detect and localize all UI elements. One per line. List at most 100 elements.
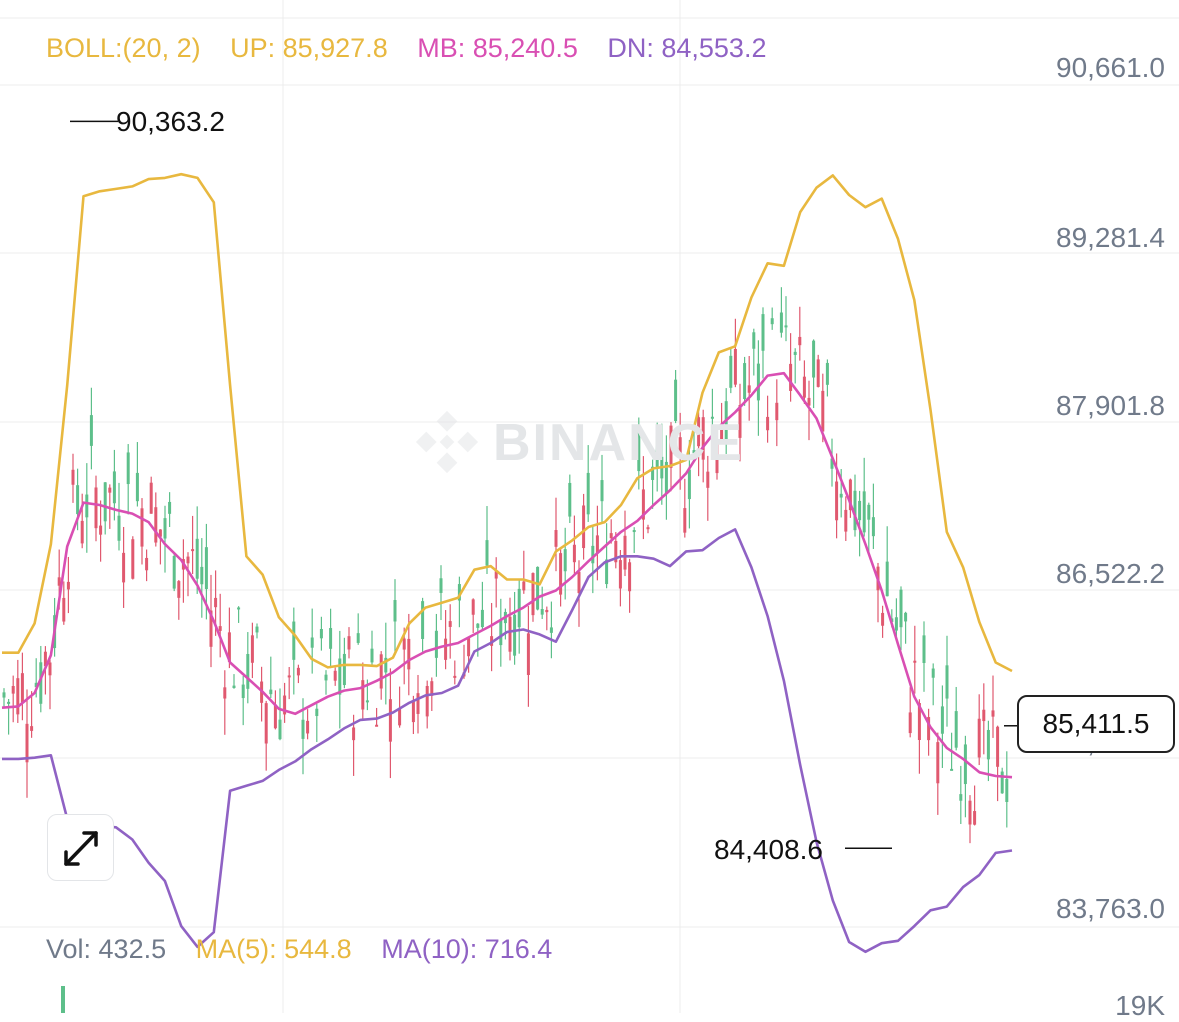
candle-body	[232, 685, 236, 688]
candle-body	[545, 609, 549, 613]
candle-body	[163, 518, 167, 539]
candle-body	[641, 489, 645, 520]
candle-body	[269, 689, 273, 695]
candle-body	[66, 581, 70, 590]
candle-body	[200, 566, 204, 585]
candle-body	[715, 440, 719, 474]
candle-body	[899, 589, 903, 628]
candle-body	[536, 566, 540, 610]
candle-body	[39, 662, 43, 704]
candle-body	[117, 515, 121, 541]
candle-body	[1000, 771, 1004, 794]
candle-body	[973, 811, 977, 825]
expand-icon	[64, 831, 98, 866]
candle-body	[986, 729, 990, 760]
candle-body	[508, 616, 512, 652]
expand-button[interactable]	[47, 814, 114, 881]
y-tick-label: 90,661.0	[1056, 52, 1165, 83]
candle-body	[7, 701, 11, 704]
volume-bar	[61, 986, 65, 1013]
candle-body	[632, 530, 636, 533]
candle-body	[448, 621, 452, 627]
candle-body	[618, 560, 622, 589]
candle-body	[628, 562, 632, 592]
y-tick-label: 86,522.2	[1056, 558, 1165, 589]
candle-body	[122, 552, 126, 583]
candle-body	[168, 501, 172, 514]
candle-body	[2, 692, 6, 698]
candle-body	[149, 482, 153, 514]
candle-body	[775, 402, 779, 421]
candle-body	[379, 654, 383, 689]
candle-body	[743, 363, 747, 400]
candle-body	[871, 517, 875, 537]
candle-body	[356, 633, 360, 643]
candle-body	[747, 385, 751, 393]
middle-band-line	[1, 371, 1013, 779]
candle-body	[250, 635, 254, 663]
y-tick-label: 83,763.0	[1056, 893, 1165, 924]
candle-body	[609, 533, 613, 539]
candle-body	[867, 504, 871, 520]
annotation-lines	[70, 120, 1017, 849]
candle-body	[917, 703, 921, 740]
candle-body	[439, 578, 443, 593]
candle-body	[264, 703, 268, 744]
candle-body	[600, 480, 604, 502]
candle-body	[816, 359, 820, 387]
candle-body	[94, 487, 98, 529]
candle-body	[347, 636, 351, 650]
candle-body	[733, 349, 737, 385]
candle-body	[425, 685, 429, 717]
candle-body	[16, 678, 20, 715]
boll-label: BOLL:(20, 2)	[46, 33, 201, 63]
candle-body	[770, 318, 774, 325]
candle-body	[352, 727, 356, 741]
candle-body	[315, 708, 319, 717]
candle-body	[25, 723, 29, 763]
candle-body	[444, 638, 448, 660]
candle-body	[333, 670, 337, 681]
candle-body	[936, 742, 940, 784]
candle-body	[283, 695, 287, 715]
candle-body	[246, 653, 250, 689]
candle-body	[830, 458, 834, 469]
volume-axis-label: 19K	[1115, 990, 1165, 1021]
boll-mb-value: MB: 85,240.5	[417, 33, 578, 63]
candle-body	[540, 609, 544, 615]
candle-body	[959, 794, 963, 801]
candle-body	[393, 600, 397, 622]
high-price-annotation: 90,363.2	[116, 106, 225, 137]
candle-body	[706, 471, 710, 488]
candle-body	[950, 768, 954, 771]
candle-body	[319, 628, 323, 639]
candle-body	[940, 706, 944, 734]
candle-body	[862, 491, 866, 533]
candle-body	[278, 719, 282, 740]
candle-body	[140, 508, 144, 547]
candle-body	[34, 682, 38, 688]
candle-body	[655, 435, 659, 468]
candle-body	[738, 404, 742, 438]
candle-body	[526, 633, 530, 675]
candle-body	[370, 648, 374, 663]
volume-ma5: MA(5): 544.8	[195, 934, 352, 964]
candle-body	[471, 599, 475, 615]
volume-legend: Vol: 432.5 MA(5): 544.8 MA(10): 716.4	[46, 934, 574, 965]
candle-body	[807, 397, 811, 406]
candle-body	[513, 614, 517, 656]
candle-body	[48, 662, 52, 676]
candle-body	[595, 535, 599, 553]
candle-body	[209, 610, 213, 647]
candle-body	[784, 325, 788, 328]
boll-dn-value: DN: 84,553.2	[607, 33, 767, 63]
candle-body	[977, 718, 981, 758]
candle-body	[572, 544, 576, 563]
current-price-tag: 85,411.5	[1017, 695, 1175, 753]
candle-body	[112, 471, 116, 504]
candle-body	[131, 539, 135, 579]
candle-body	[839, 493, 843, 498]
candle-body	[982, 709, 986, 722]
candle-body	[821, 390, 825, 432]
